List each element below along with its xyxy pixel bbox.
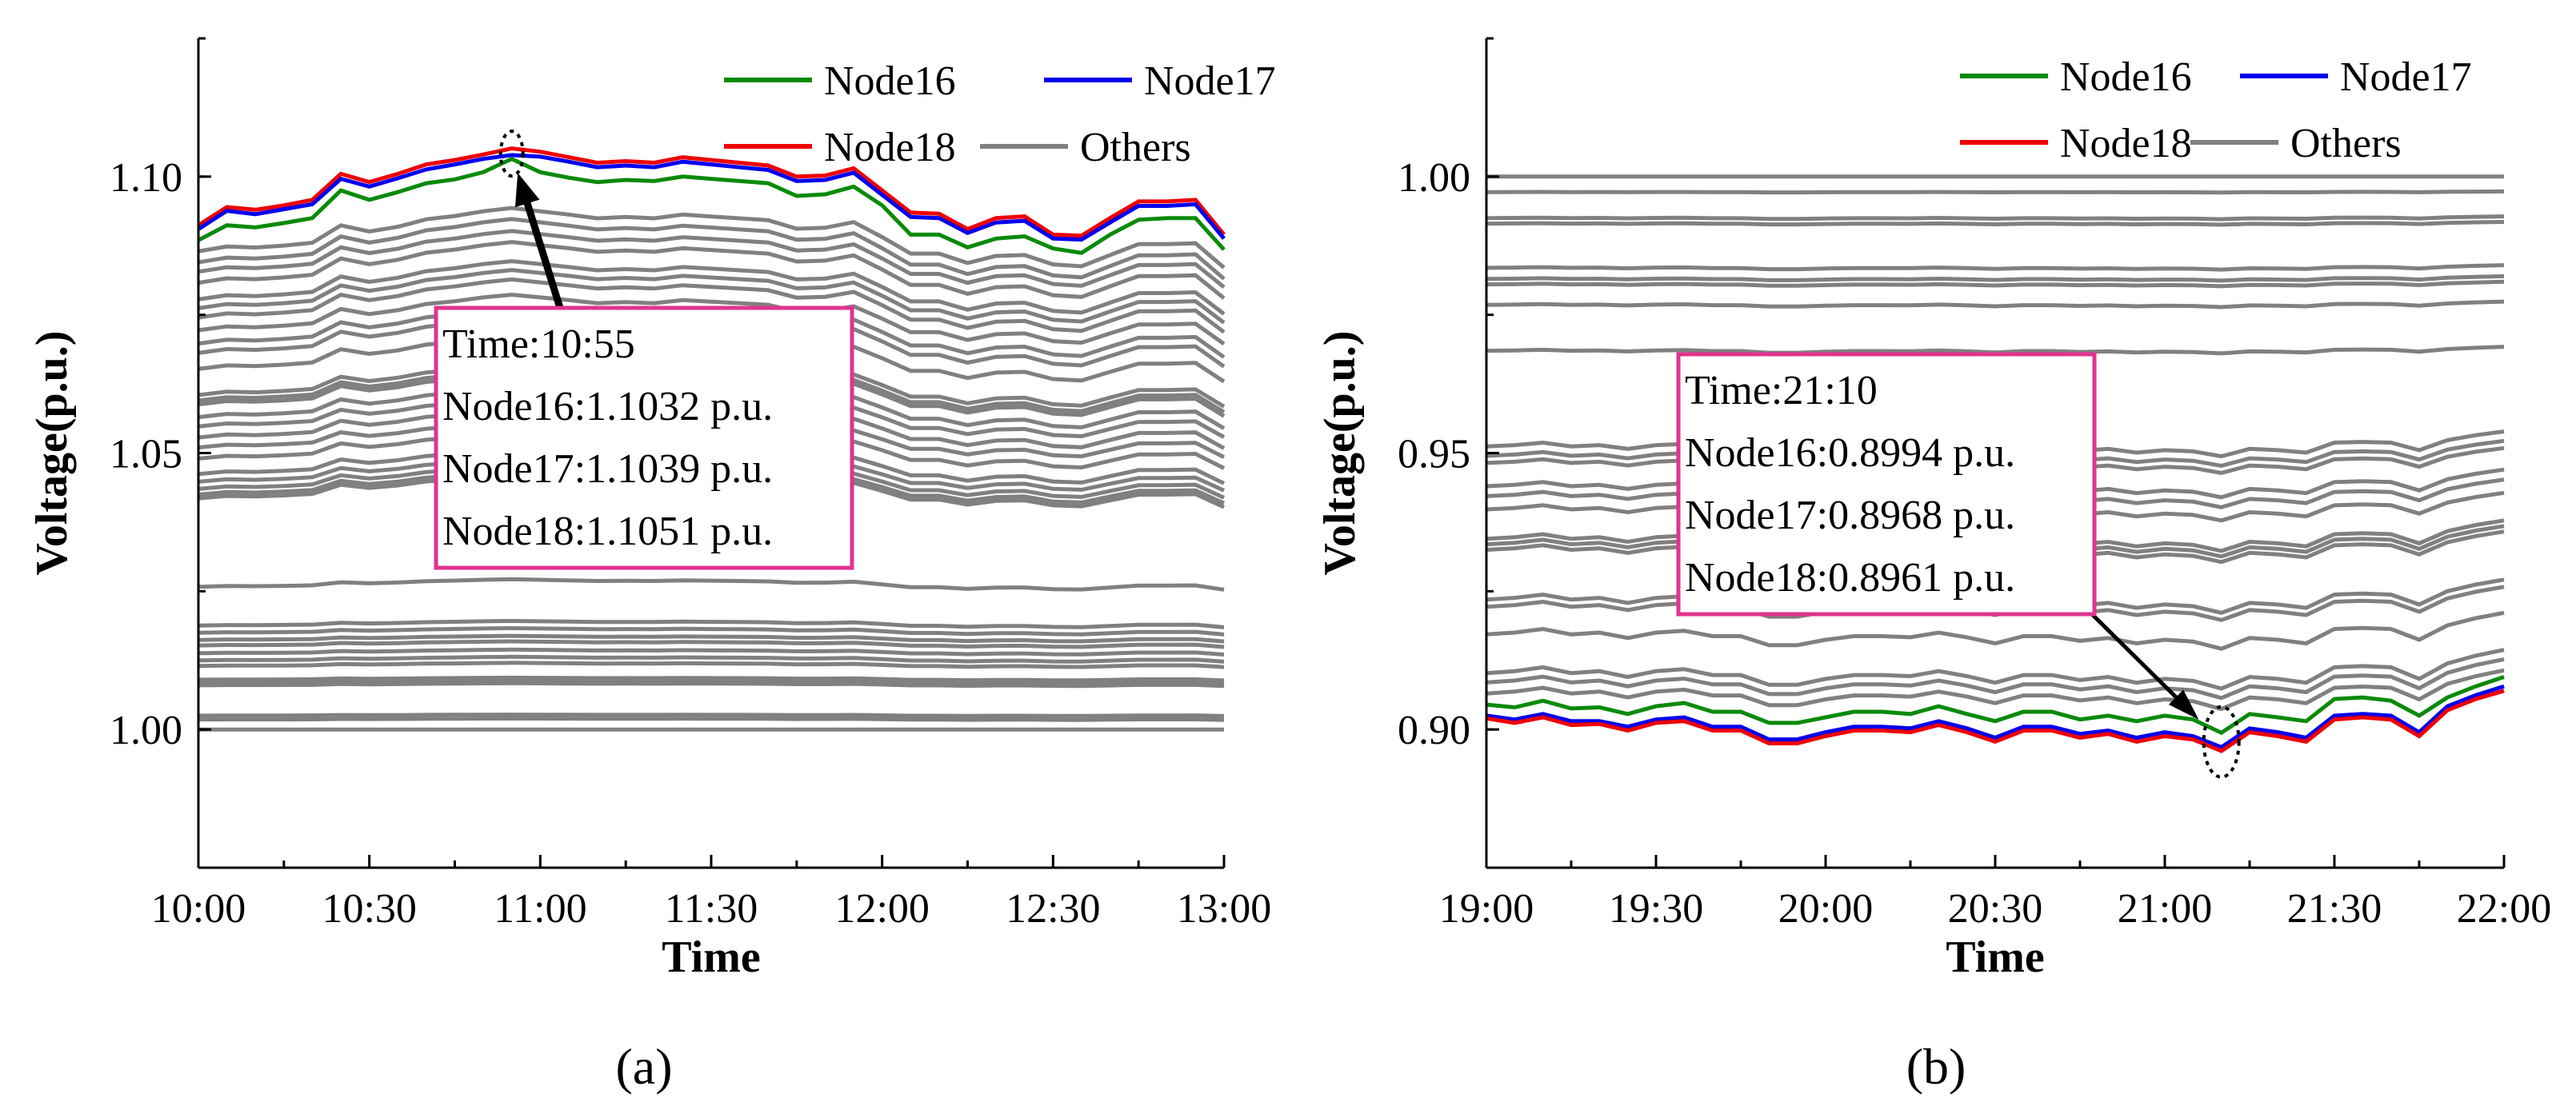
annotation-line: Node17:0.8968 p.u. <box>1685 493 2015 538</box>
y-axis-title-a: Voltage(p.u.) <box>27 331 77 576</box>
others-line <box>198 618 1225 629</box>
y-tick-label: 1.05 <box>110 432 182 477</box>
others-line <box>1486 214 2505 222</box>
series-line-node17 <box>197 153 1226 242</box>
others-line <box>198 713 1225 718</box>
others-line <box>198 647 1225 657</box>
x-tick-label: 10:30 <box>322 886 416 932</box>
legend-label-node16: Node16 <box>824 58 956 104</box>
annotation-line: Node18:1.1051 p.u. <box>442 509 773 554</box>
legend-label-others: Others <box>1080 125 1191 170</box>
others-line <box>198 681 1225 689</box>
others-line <box>198 661 1225 669</box>
legend-label-node18: Node18 <box>2060 121 2192 166</box>
others-line <box>1486 220 2505 227</box>
legend-label-others: Others <box>2290 121 2402 166</box>
legend-label-node18: Node18 <box>824 125 956 170</box>
legend-b: Node16 Node17 Node18 Others <box>1960 54 2472 166</box>
x-tick-label: 11:00 <box>494 886 587 932</box>
others-line <box>198 675 1225 683</box>
annotation-line: Time:10:55 <box>442 321 635 367</box>
x-tick-label: 11:30 <box>665 886 758 932</box>
others-line <box>198 277 1226 334</box>
annotation-arrowhead <box>2168 689 2199 720</box>
x-axis-title-a: Time <box>662 932 760 982</box>
series-line-node16 <box>197 156 1226 255</box>
others-line <box>198 259 1226 316</box>
others-line <box>198 229 1226 289</box>
others-line <box>198 717 1225 722</box>
chart-panel-a: 10:00 10:30 11:00 11:30 12:00 12:30 13:00 1.00 1… <box>27 37 1276 1095</box>
x-tick-label: 12:00 <box>834 886 929 932</box>
y-axis-title-b: Voltage(p.u.) <box>1315 331 1365 576</box>
legend-label-node16: Node16 <box>2060 54 2192 100</box>
x-tick-label: 13:00 <box>1177 886 1271 932</box>
others-line <box>198 217 1226 281</box>
annotation-line: Time:21:10 <box>1685 368 1878 413</box>
annotation-a: Time:10:55 Node16:1.1032 p.u. Node17:1.103… <box>434 130 854 570</box>
legend-a: Node16 Node17 Node18 Others <box>724 58 1276 170</box>
series-lines-b <box>1486 675 2505 753</box>
series-lines-a <box>197 146 1226 255</box>
x-tick-label: 21:30 <box>2287 886 2382 932</box>
others-line <box>1486 610 2505 651</box>
x-tick-label: 20:00 <box>1778 886 1873 932</box>
series-line-node16 <box>1486 675 2505 736</box>
others-line <box>198 292 1226 346</box>
others-line <box>198 678 1225 685</box>
annotation-box <box>1676 352 2097 617</box>
others-line <box>198 625 1225 637</box>
others-line <box>198 577 1225 592</box>
y-tick-label: 0.90 <box>1398 708 1470 753</box>
y-tick-label: 1.00 <box>110 708 182 753</box>
annotation-line: Node16:1.1032 p.u. <box>442 384 773 429</box>
x-tick-label: 21:00 <box>2118 886 2212 932</box>
y-tick-label: 1.10 <box>110 155 182 201</box>
others-line <box>198 206 1226 270</box>
annotation-arrow <box>521 194 564 309</box>
others-line <box>1486 263 2505 272</box>
x-tick-label: 20:30 <box>1948 886 2042 932</box>
ticks-a: 10:00 10:30 11:00 11:30 12:00 12:30 13:00 1.00 1… <box>110 37 1271 932</box>
annotation-b: Time:21:10 Node16:0.8994 p.u. Node17:0.896… <box>1676 352 2241 779</box>
others-line <box>1486 657 2505 701</box>
annotation-line: Node18:0.8961 p.u. <box>1685 555 2015 601</box>
ticks-b: 19:00 19:30 20:00 20:30 21:00 21:30 22:00 0.90 0… <box>1398 37 2551 932</box>
x-tick-label: 22:00 <box>2457 886 2551 932</box>
annotation-arrow <box>2090 613 2183 705</box>
highlight-ellipse <box>498 130 525 178</box>
panel-label-b: (b) <box>1906 1038 1966 1095</box>
others-line <box>1486 299 2505 309</box>
others-line <box>1486 189 2505 195</box>
legend-label-node17: Node17 <box>2340 54 2472 100</box>
x-tick-label: 10:00 <box>151 886 246 932</box>
others-line <box>1486 668 2505 712</box>
x-tick-label: 19:30 <box>1609 886 1703 932</box>
x-tick-label: 12:30 <box>1006 886 1100 932</box>
annotation-box <box>434 305 854 570</box>
chart-panel-b: 19:00 19:30 20:00 20:30 21:00 21:30 22:00 0.90 0… <box>1315 37 2551 1095</box>
others-line <box>1486 274 2505 283</box>
others-line <box>198 633 1225 644</box>
series-line-node18 <box>197 146 1226 238</box>
others-line <box>1486 279 2505 289</box>
others-line <box>198 654 1225 664</box>
series-line-node18 <box>1486 689 2505 753</box>
series-line-node17 <box>1486 684 2505 750</box>
legend-label-node17: Node17 <box>1144 58 1276 104</box>
y-tick-label: 0.95 <box>1398 432 1470 477</box>
highlight-ellipse <box>2202 705 2241 779</box>
annotation-line: Node16:0.8994 p.u. <box>1685 430 2015 476</box>
x-tick-label: 19:00 <box>1439 886 1534 932</box>
others-line <box>1486 648 2505 691</box>
others-line <box>198 240 1226 300</box>
y-tick-label: 1.00 <box>1398 155 1470 201</box>
others-line <box>198 639 1225 649</box>
panel-label-a: (a) <box>615 1038 672 1095</box>
annotation-arrowhead <box>514 173 540 208</box>
x-axis-title-b: Time <box>1946 932 2044 982</box>
annotation-line: Node17:1.1039 p.u. <box>442 446 773 492</box>
others-line <box>198 268 1226 325</box>
